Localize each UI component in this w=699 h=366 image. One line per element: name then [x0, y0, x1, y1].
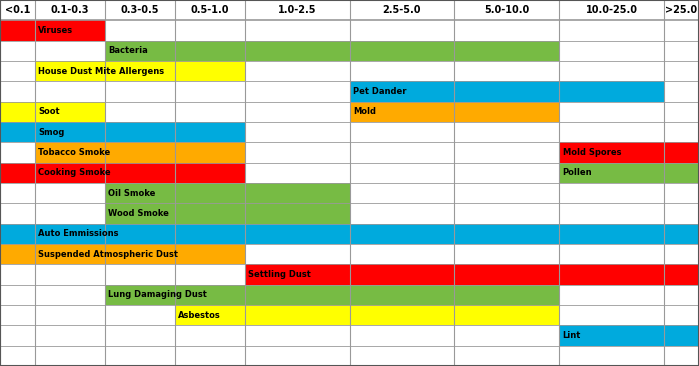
Text: Cooking Smoke: Cooking Smoke: [38, 168, 111, 178]
Bar: [559, 142, 699, 163]
Text: 0.1-0.3: 0.1-0.3: [50, 5, 89, 15]
Text: Mold Spores: Mold Spores: [563, 148, 621, 157]
Text: Lung Damaging Dust: Lung Damaging Dust: [108, 290, 207, 299]
Text: Oil Smoke: Oil Smoke: [108, 188, 156, 198]
Text: Soot: Soot: [38, 107, 60, 116]
Bar: [559, 325, 699, 346]
Text: <0.1: <0.1: [5, 5, 30, 15]
Bar: [350, 81, 664, 102]
Text: >25.0: >25.0: [665, 5, 698, 15]
Text: Asbestos: Asbestos: [178, 311, 221, 320]
Text: Lint: Lint: [563, 331, 581, 340]
Bar: [105, 183, 350, 203]
Text: Mold: Mold: [353, 107, 376, 116]
Bar: [245, 264, 699, 285]
Text: Bacteria: Bacteria: [108, 46, 148, 55]
Text: Tobacco Smoke: Tobacco Smoke: [38, 148, 110, 157]
Bar: [35, 61, 245, 81]
Bar: [175, 305, 559, 325]
Bar: [105, 203, 350, 224]
Bar: [0, 244, 245, 264]
Bar: [0, 224, 699, 244]
Text: Pollen: Pollen: [563, 168, 592, 178]
Bar: [350, 102, 559, 122]
Text: Auto Emmissions: Auto Emmissions: [38, 229, 119, 238]
Text: Wood Smoke: Wood Smoke: [108, 209, 169, 218]
Bar: [35, 142, 245, 163]
Text: 5.0-10.0: 5.0-10.0: [484, 5, 529, 15]
Bar: [0, 20, 105, 41]
Bar: [559, 163, 699, 183]
Text: 10.0-25.0: 10.0-25.0: [586, 5, 637, 15]
Text: 2.5-5.0: 2.5-5.0: [382, 5, 421, 15]
Text: Smog: Smog: [38, 128, 65, 137]
Text: Pet Dander: Pet Dander: [353, 87, 407, 96]
Text: Suspended Atmospheric Dust: Suspended Atmospheric Dust: [38, 250, 178, 259]
Bar: [0, 163, 245, 183]
Text: Viruses: Viruses: [38, 26, 73, 35]
Text: Settling Dust: Settling Dust: [248, 270, 311, 279]
Text: House Dust Mite Allergens: House Dust Mite Allergens: [38, 67, 164, 76]
Bar: [0, 102, 105, 122]
Text: 0.3-0.5: 0.3-0.5: [120, 5, 159, 15]
Bar: [105, 285, 559, 305]
Text: 0.5-1.0: 0.5-1.0: [190, 5, 229, 15]
Bar: [0, 122, 245, 142]
Bar: [105, 41, 559, 61]
Text: 1.0-2.5: 1.0-2.5: [278, 5, 317, 15]
